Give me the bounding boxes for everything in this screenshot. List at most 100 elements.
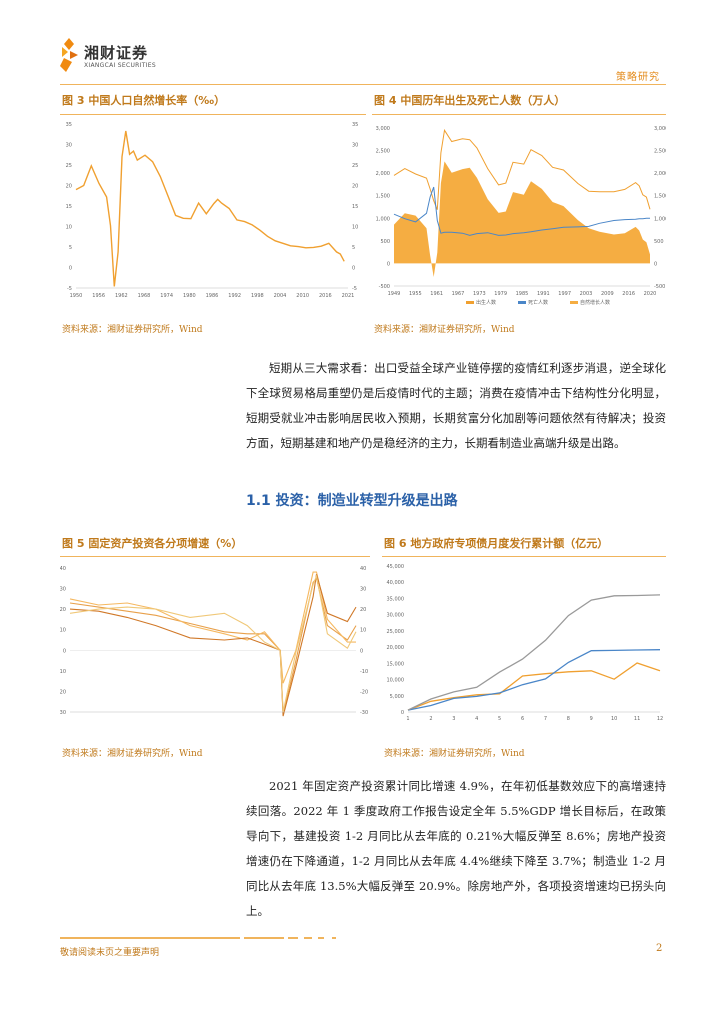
- y2-tick-label: 0: [654, 261, 657, 267]
- y-tick-label: 20: [66, 184, 72, 190]
- y2-tick-label: 10: [360, 628, 366, 634]
- y2-tick-label: 20: [360, 607, 366, 613]
- series-line-2: [69, 571, 356, 684]
- x-tick-label: 3: [452, 716, 455, 722]
- fig3-chart: -5 0 5 10 15 20 25 30 35 -5 0 5 10 15 20 25 30 35 1950 1956…: [66, 122, 359, 299]
- series-line-natural-growth: [75, 130, 345, 287]
- y-tick-label: 20: [60, 607, 66, 613]
- legend-label: 自然增长人数: [580, 299, 610, 306]
- y-tick-label: 5,000: [390, 694, 404, 700]
- x-tick-label: 1992: [228, 293, 241, 299]
- fig6-title: 图 6 地方政府专项债月度发行累计额（亿元）: [384, 537, 609, 550]
- series-line-3: [407, 594, 661, 711]
- x-tick-label: 1973: [473, 291, 486, 297]
- y-tick-label: 25: [66, 163, 72, 169]
- x-tick-label: 1980: [183, 293, 196, 299]
- x-tick-label: 1998: [251, 293, 264, 299]
- y2-tick-label: 20: [352, 184, 358, 190]
- section-title: 1.1 投资：制造业转型升级是出路: [246, 493, 458, 509]
- legend-swatch: [466, 301, 474, 304]
- y-tick-label: 15: [66, 204, 72, 210]
- y-tick-label: -20: [60, 689, 66, 695]
- y2-tick-label: -10: [360, 669, 368, 675]
- y-tick-label: 10: [60, 628, 66, 634]
- y2-tick-label: 40: [360, 566, 366, 572]
- series-line-3: [69, 574, 357, 717]
- x-tick-label: 1968: [138, 293, 151, 299]
- x-tick-label: 1997: [558, 291, 571, 297]
- y-tick-label: 35: [66, 122, 72, 128]
- x-tick-label: 2003: [580, 291, 593, 297]
- y2-tick-label: 500: [654, 239, 664, 245]
- y-tick-label: 40,000: [387, 580, 405, 586]
- fig6-chart: 0 5,000 10,000 15,000 20,000 25,000 30,000 35,0…: [387, 564, 664, 722]
- y2-tick-label: -5: [352, 286, 357, 292]
- x-tick-label: 1: [406, 716, 409, 722]
- series-line-deaths: [393, 186, 650, 236]
- footer-disclaimer: 敬请阅读末页之重要声明: [60, 948, 160, 958]
- fig4-source: 资料来源：湘财证券研究所，Wind: [374, 325, 515, 335]
- y2-tick-label: 5: [352, 245, 355, 251]
- series-area-natural-increase: [394, 161, 650, 277]
- y-tick-label: 10,000: [387, 678, 405, 684]
- y-tick-label: 0: [387, 261, 390, 267]
- y2-tick-label: 30: [352, 143, 358, 149]
- y-tick-label: -10: [60, 669, 66, 675]
- fig4-rule: [372, 114, 666, 115]
- fig5-source: 资料来源：湘财证券研究所，Wind: [62, 749, 203, 759]
- fig3-source: 资料来源：湘财证券研究所，Wind: [62, 325, 203, 335]
- x-tick-label: 2: [429, 716, 432, 722]
- y2-tick-label: 35: [352, 122, 358, 128]
- y2-tick-label: 25: [352, 163, 358, 169]
- fig4-chart: -500 0 500 1,000 1,500 2,000 2,500 3,000 -500 0 50…: [376, 126, 666, 306]
- x-tick-label: 9: [590, 716, 593, 722]
- y2-tick-label: -30: [360, 710, 368, 716]
- y-tick-label: 25,000: [387, 629, 405, 635]
- series-line-4: [69, 574, 357, 713]
- fig6-rule: [382, 556, 666, 557]
- y2-tick-label: 15: [352, 204, 358, 210]
- legend-swatch: [570, 301, 578, 304]
- y-tick-label: 35,000: [387, 596, 405, 602]
- y-tick-label: 0: [69, 266, 72, 272]
- y-tick-label: 30: [66, 143, 72, 149]
- page-number: 2: [656, 943, 663, 954]
- x-tick-label: 2016: [622, 291, 635, 297]
- y-tick-label: -5: [67, 286, 72, 292]
- x-tick-label: 1979: [494, 291, 507, 297]
- y2-tick-label: 30: [360, 587, 366, 593]
- x-tick-label: 1955: [409, 291, 422, 297]
- fig4-title: 图 4 中国历年出生及死亡人数（万人）: [374, 94, 566, 107]
- legend-label: 死亡人数: [528, 299, 548, 306]
- y2-tick-label: 10: [352, 225, 358, 231]
- x-tick-label: 4: [475, 716, 478, 722]
- y-tick-label: -30: [60, 710, 66, 716]
- x-tick-label: 1985: [516, 291, 529, 297]
- y-tick-label: 45,000: [387, 564, 405, 570]
- fig5-chart: -30 -20 -10 0 10 20 30 40 -30 -20 -10 0 10 20 30 40: [60, 566, 368, 717]
- x-tick-label: 1967: [452, 291, 465, 297]
- y-tick-label: 500: [380, 239, 390, 245]
- y-tick-label: 5: [69, 245, 72, 251]
- xiangcai-logo-icon: [60, 38, 78, 72]
- y-tick-label: 2,500: [376, 149, 390, 155]
- y2-tick-label: 0: [352, 266, 355, 272]
- body-paragraph-2: 2021 年固定资产投资累计同比增速 4.9%，在年初低基数效应下的高增速持续回…: [246, 779, 666, 918]
- header-rule: [60, 84, 666, 85]
- y-tick-label: 1,500: [376, 194, 390, 200]
- x-tick-label: 1950: [70, 293, 83, 299]
- y2-tick-label: 1,000: [654, 216, 666, 222]
- y2-tick-label: -500: [654, 284, 665, 290]
- y-tick-label: -500: [379, 284, 390, 290]
- x-tick-label: 2009: [601, 291, 614, 297]
- x-tick-label: 2020: [644, 291, 657, 297]
- x-tick-label: 6: [521, 716, 524, 722]
- y-tick-label: 0: [63, 648, 66, 654]
- y-tick-label: 0: [401, 710, 404, 716]
- y-tick-label: 20,000: [387, 645, 405, 651]
- x-tick-label: 2016: [319, 293, 332, 299]
- y2-tick-label: 1,500: [654, 194, 666, 200]
- x-tick-label: 10: [611, 716, 617, 722]
- series-line-1: [69, 577, 357, 715]
- y2-tick-label: 2,000: [654, 171, 666, 177]
